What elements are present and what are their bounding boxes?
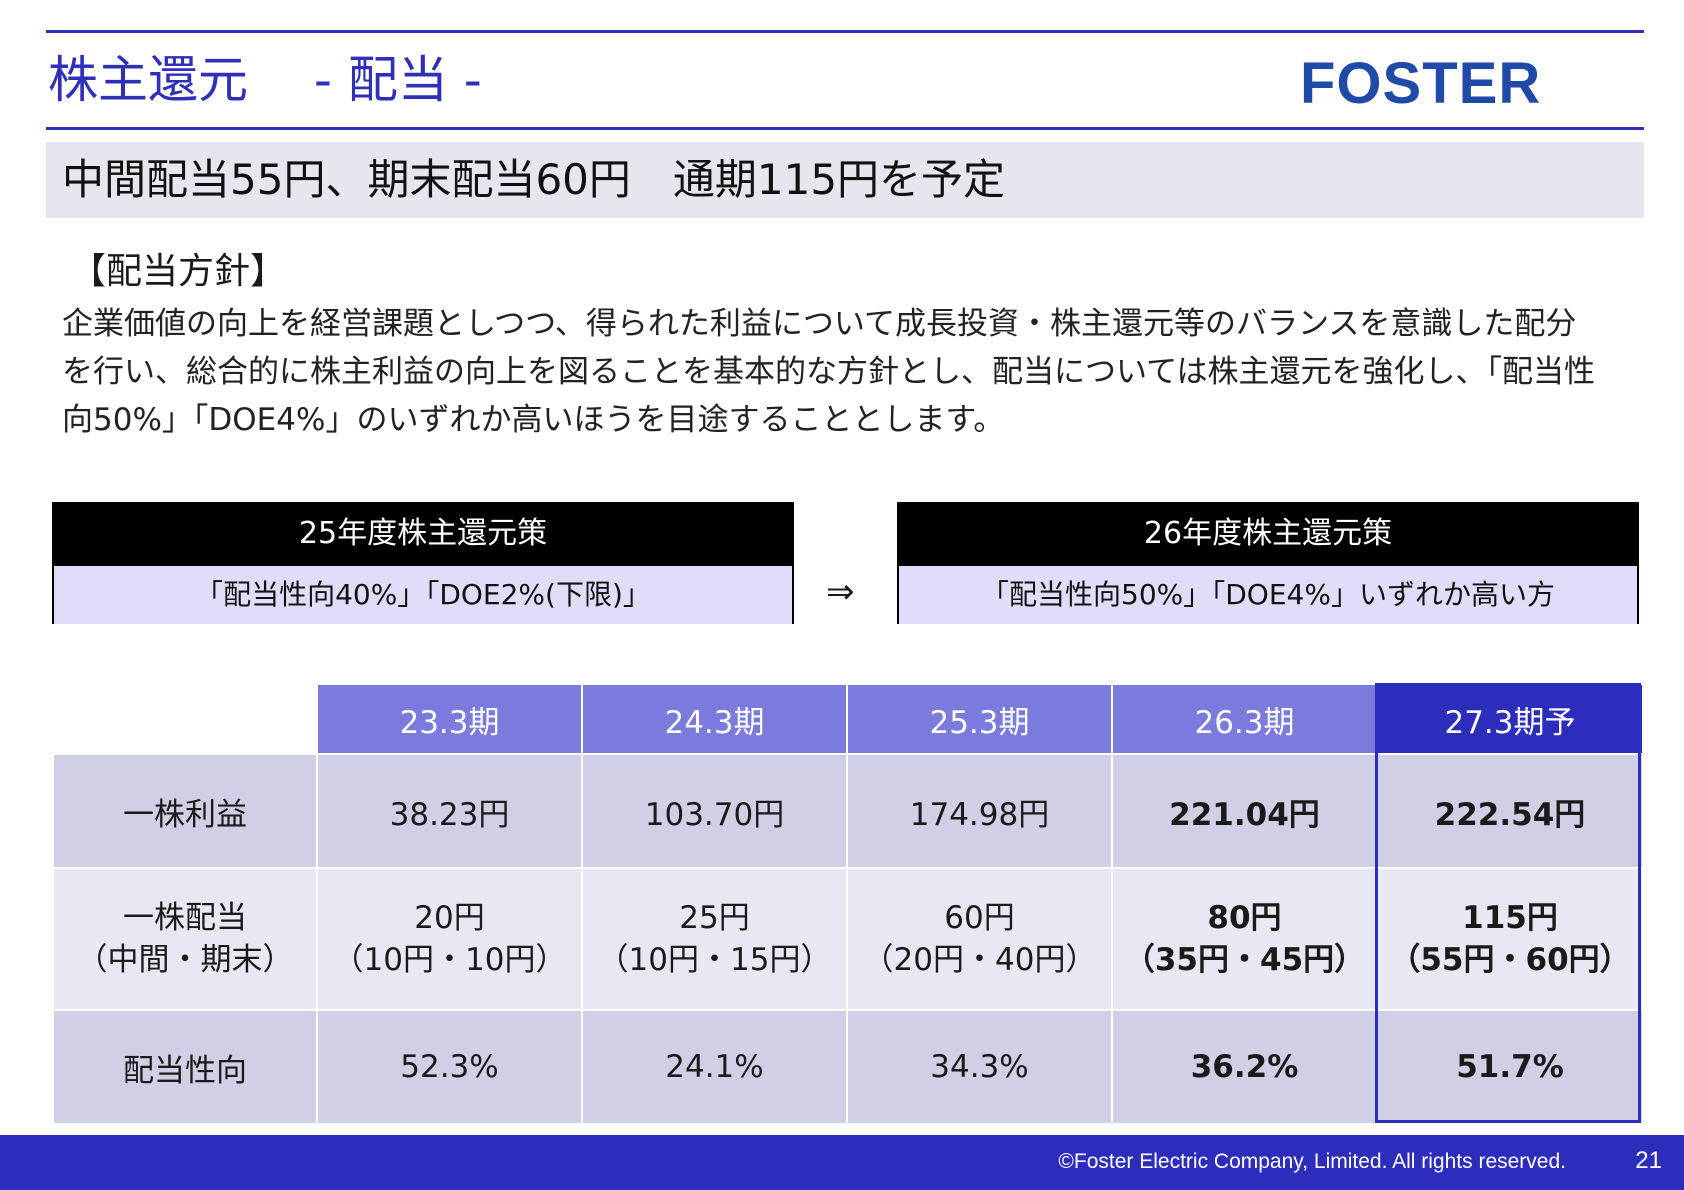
cell-main: 25円 <box>679 900 750 936</box>
table-cell: 60円 （20円・40円） <box>846 867 1113 1011</box>
fy26-strategy-title: 26年度株主還元策 <box>899 504 1637 564</box>
table-cell: 103.70円 <box>581 753 848 869</box>
policy-text: 企業価値の向上を経営課題としつつ、得られた利益について成長投資・株主還元等のバラ… <box>62 306 1595 438</box>
column-header-forecast: 27.3期予 <box>1376 683 1644 755</box>
dividend-table: 23.3期 24.3期 25.3期 26.3期 27.3期予 一株利益 38.2… <box>52 683 1644 1125</box>
table-cell: 174.98円 <box>846 753 1113 869</box>
table-row-dps: 一株配当 （中間・期末） 20円 （10円・10円） 25円 （10円・15円）… <box>52 867 1644 1011</box>
column-header: 25.3期 <box>846 683 1113 755</box>
table-cell: 36.2% <box>1111 1009 1378 1125</box>
cell-sub: （10円・10円） <box>332 942 567 978</box>
cell-main: 115円 <box>1462 900 1558 936</box>
table-cell: 38.23円 <box>316 753 583 869</box>
header-bottom-rule <box>46 127 1644 130</box>
cell-sub: （55円・60円） <box>1389 942 1631 978</box>
table-cell: 24.1% <box>581 1009 848 1125</box>
arrow-icon: ⇒ <box>826 572 855 612</box>
copyright-text: ©Foster Electric Company, Limited. All r… <box>1058 1150 1566 1173</box>
cell-sub: （35円・45円） <box>1123 942 1366 978</box>
table-cell: 80円 （35円・45円） <box>1111 867 1378 1011</box>
cell-sub: （20円・40円） <box>862 942 1097 978</box>
row-label-main: 一株配当 <box>123 900 247 936</box>
row-label: 一株利益 <box>52 753 318 869</box>
table-corner <box>52 683 318 755</box>
fy26-strategy-body: 「配当性向50%」「DOE4%」いずれか高い方 <box>899 564 1637 624</box>
fy26-strategy-box: 26年度株主還元策 「配当性向50%」「DOE4%」いずれか高い方 <box>897 502 1639 624</box>
page-title: 株主還元 - 配当 - <box>48 51 482 109</box>
summary-text: 中間配当55円、期末配当60円 通期115円を予定 <box>62 155 1006 204</box>
table-cell: 34.3% <box>846 1009 1113 1125</box>
column-header: 24.3期 <box>581 683 848 755</box>
table-cell: 51.7% <box>1376 1009 1644 1125</box>
table-row-eps: 一株利益 38.23円 103.70円 174.98円 221.04円 222.… <box>52 753 1644 869</box>
table-cell: 52.3% <box>316 1009 583 1125</box>
fy25-strategy-box: 25年度株主還元策 「配当性向40%」「DOE2%(下限)」 <box>52 502 794 624</box>
summary-banner: 中間配当55円、期末配当60円 通期115円を予定 <box>46 142 1644 218</box>
table-cell: 115円 （55円・60円） <box>1376 867 1644 1011</box>
row-label: 配当性向 <box>52 1009 318 1125</box>
policy-heading: 【配当方針】 <box>70 251 287 292</box>
row-label-sub: （中間・期末） <box>76 942 294 978</box>
column-header: 26.3期 <box>1111 683 1378 755</box>
foster-logo: FOSTER <box>1300 51 1542 116</box>
cell-sub: （10円・15円） <box>597 942 832 978</box>
table-cell: 221.04円 <box>1111 753 1378 869</box>
table-cell: 20円 （10円・10円） <box>316 867 583 1011</box>
row-label: 一株配当 （中間・期末） <box>52 867 318 1011</box>
header-top-rule <box>46 30 1644 33</box>
cell-main: 20円 <box>414 900 485 936</box>
table-cell: 222.54円 <box>1376 753 1644 869</box>
cell-main: 80円 <box>1207 900 1282 936</box>
table-cell: 25円 （10円・15円） <box>581 867 848 1011</box>
page-number: 21 <box>1635 1147 1662 1174</box>
table-header-row: 23.3期 24.3期 25.3期 26.3期 27.3期予 <box>52 683 1644 755</box>
footer-bar: ©Foster Electric Company, Limited. All r… <box>0 1135 1684 1190</box>
column-header: 23.3期 <box>316 683 583 755</box>
fy25-strategy-title: 25年度株主還元策 <box>54 504 792 564</box>
fy25-strategy-body: 「配当性向40%」「DOE2%(下限)」 <box>54 564 792 624</box>
cell-main: 60円 <box>944 900 1015 936</box>
table-row-payout: 配当性向 52.3% 24.1% 34.3% 36.2% 51.7% <box>52 1009 1644 1125</box>
